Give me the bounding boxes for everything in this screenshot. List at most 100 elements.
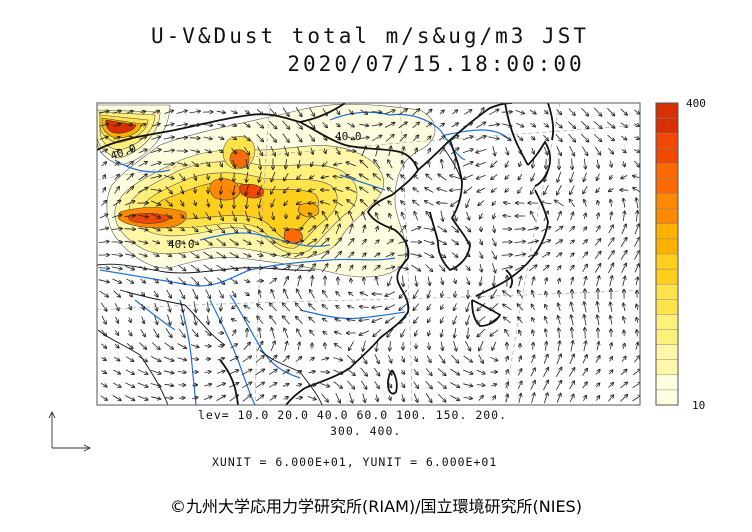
wind-arrow [335,123,340,126]
wind-arrow [297,212,302,219]
wind-arrow [533,160,534,168]
wind-arrow [101,329,107,336]
wind-arrow [99,228,108,230]
wind-arrow [385,291,396,296]
wind-arrow [322,122,328,127]
wind-arrow [309,213,316,220]
wind-arrow [230,344,238,349]
wind-arrow [242,395,251,402]
wind-arrow [450,368,459,375]
wind-arrow [99,137,108,140]
wind-arrow [139,342,146,349]
wind-arrow [463,110,472,115]
wind-arrow [113,369,121,374]
wind-arrow [452,265,457,271]
wind-arrow [296,316,303,324]
wind-arrow [466,314,471,325]
wind-arrow [346,162,356,167]
wind-arrow [270,316,277,325]
wind-arrow [468,327,469,339]
wind-arrow [269,278,277,285]
wind-arrow [568,133,576,142]
wind-arrow [321,264,328,273]
wind-arrow [414,212,419,221]
wind-arrow [372,135,382,142]
wind-arrow [595,226,600,233]
wind-arrow [543,146,547,155]
wind-arrow [334,238,342,247]
wind-arrow [403,275,404,287]
wind-arrow [504,203,511,204]
wind-arrow [256,240,264,244]
wind-arrow [555,367,561,377]
wind-arrow [634,224,639,235]
wind-arrow [244,146,249,155]
colorbar-segment [655,268,679,285]
wind-arrow [311,147,313,155]
wind-arrow [582,264,588,273]
wind-arrow [217,358,225,360]
wind-arrow [531,393,535,404]
wind-arrow [242,369,252,376]
wind-arrow [334,344,342,349]
wind-arrow [402,161,405,168]
wind-arrow [166,289,172,298]
wind-arrow [164,384,173,385]
wind-arrow [503,317,511,324]
wind-arrow [334,252,342,259]
wind-arrow [284,200,289,206]
wind-arrow [205,211,211,220]
wind-arrow [138,149,147,154]
wind-arrow [231,148,237,153]
wind-arrow [490,316,499,323]
wind-arrow [477,328,486,337]
wind-arrow [256,225,263,232]
wind-arrow [192,213,197,218]
wind-arrow [519,330,521,337]
wind-arrow [358,137,369,138]
wind-arrow [336,292,341,297]
wind-arrow [203,137,212,139]
wind-arrow [621,224,626,235]
wind-arrow [584,172,587,182]
wind-arrow [623,211,624,222]
wind-arrow [373,187,381,194]
wind-arrow [244,280,249,282]
wind-arrow [402,355,404,362]
wind-arrow [595,356,600,363]
wind-arrow [441,159,442,169]
wind-arrow [570,212,574,221]
wind-arrow [493,213,495,219]
wind-arrow [364,278,365,285]
wind-arrow [153,267,158,270]
wind-arrow [414,175,419,180]
wind-arrow [347,239,354,246]
wind-arrow [636,342,638,350]
wind-arrow [360,292,368,297]
wind-arrow [463,174,474,179]
wind-arrow [336,211,341,222]
wind-arrow [257,146,263,155]
wind-arrow [296,357,301,362]
wind-arrow [101,315,106,324]
wind-arrow [371,124,382,126]
wind-arrow [348,252,353,259]
wind-arrow [259,290,261,298]
colorbar-segment [655,238,679,255]
wind-arrow [208,302,209,312]
wind-arrow [163,356,174,361]
wind-arrow [399,135,407,142]
wind-arrow [462,162,473,167]
wind-arrow [281,254,290,255]
wind-arrow [402,147,404,156]
wind-arrow [428,161,430,168]
wind-arrow [399,226,406,233]
wind-arrow [112,278,121,283]
wind-arrow [257,316,264,325]
wind-arrow [491,160,498,167]
wind-arrow [296,384,301,386]
wind-arrow [527,253,538,258]
wind-arrow [531,304,536,311]
wind-arrow [310,330,315,337]
wind-arrow [569,253,574,258]
